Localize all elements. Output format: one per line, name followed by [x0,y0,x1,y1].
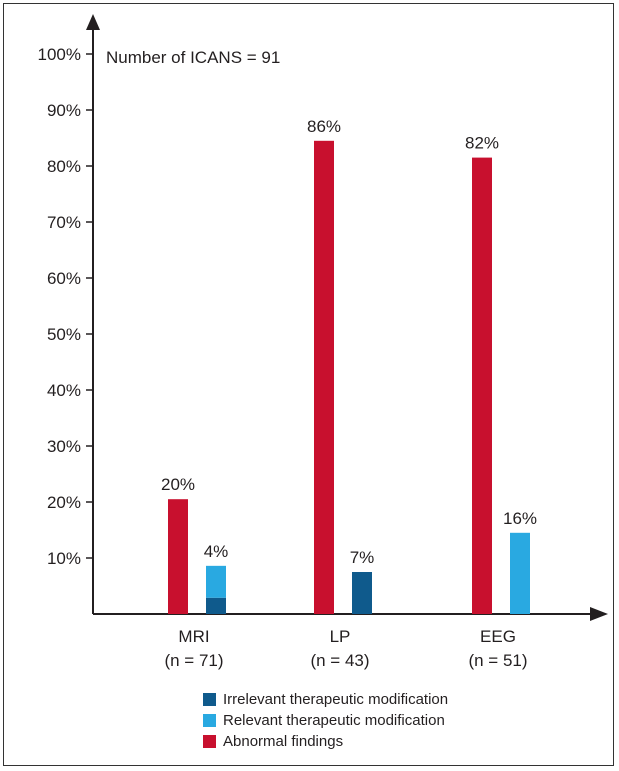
bar-relevant-modification [206,565,226,598]
bar-abnormal-findings [168,499,188,614]
legend-item: Abnormal findings [203,731,448,752]
data-label-modification: 4% [204,542,229,561]
category-name: LP [330,627,351,646]
data-label-modification: 7% [350,548,375,567]
category-count: (n = 71) [164,651,223,670]
y-tick-label: 10% [47,549,81,568]
legend-item: Relevant therapeutic modification [203,710,448,731]
legend-label: Relevant therapeutic modification [223,712,445,729]
data-label-modification: 16% [503,509,537,528]
chart-frame [3,3,614,766]
y-tick-label: 20% [47,493,81,512]
y-tick-label: 40% [47,381,81,400]
category-name: EEG [480,627,516,646]
legend-swatch [203,693,216,706]
bar-abnormal-findings [472,157,492,614]
y-tick-label: 100% [38,45,81,64]
category-count: (n = 43) [310,651,369,670]
y-axis-ticks: 10% 20% 30% 40% 50% 60% 70% 80% 90% 100% [38,45,93,568]
legend-swatch [203,714,216,727]
y-tick-label: 80% [47,157,81,176]
bar-irrelevant-modification [352,572,372,614]
legend: Irrelevant therapeutic modification Relev… [203,689,448,752]
category-labels: MRI (n = 71) LP (n = 43) EEG (n = 51) [164,627,527,670]
legend-swatch [203,735,216,748]
y-tick-label: 70% [47,213,81,232]
data-label-abnormal: 20% [161,475,195,494]
category-count: (n = 51) [468,651,527,670]
data-label-abnormal: 86% [307,117,341,136]
bar-relevant-modification [510,532,530,614]
bars [168,140,530,615]
x-axis-arrow [590,607,608,621]
axes [86,14,608,621]
legend-label: Abnormal findings [223,733,344,750]
bar-irrelevant-modification [206,597,226,614]
data-label-abnormal: 82% [465,134,499,153]
data-labels: 20% 4% 86% 7% 82% 16% [161,117,537,567]
icans-count-annotation: Number of ICANS = 91 [106,48,280,67]
category-name: MRI [178,627,209,646]
bar-abnormal-findings [314,140,334,615]
y-tick-label: 90% [47,101,81,120]
y-tick-label: 30% [47,437,81,456]
y-tick-label: 60% [47,269,81,288]
legend-label: Irrelevant therapeutic modification [223,691,449,708]
y-tick-label: 50% [47,325,81,344]
legend-item: Irrelevant therapeutic modification [203,689,448,710]
y-axis-arrow [86,14,100,30]
